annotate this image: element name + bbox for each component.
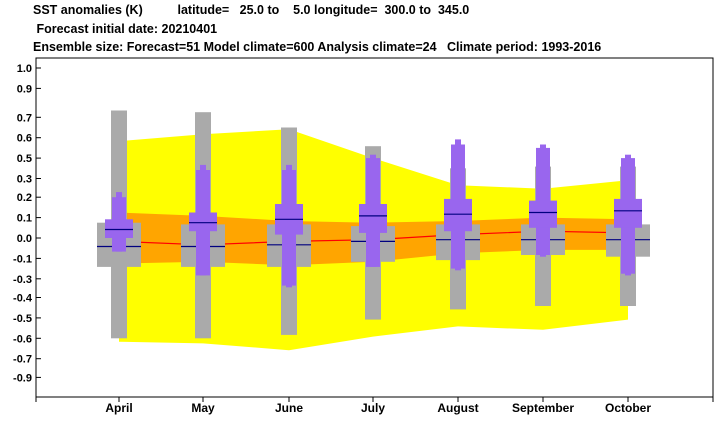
forecast-box: [359, 204, 387, 233]
x-tick-label: October: [605, 401, 651, 415]
forecast-date: Forecast initial date: 20210401: [33, 22, 218, 36]
forecast-box: [444, 198, 472, 232]
ensemble-info: Ensemble size: Forecast=51 Model climate…: [33, 40, 602, 54]
x-tick-label: July: [361, 401, 385, 415]
chart-title: SST anomalies (K) latitude= 25.0 to 5.0 …: [33, 3, 470, 17]
y-tick-label: 0.9: [17, 83, 32, 95]
y-tick-label: 1.0: [17, 63, 32, 75]
y-tick-label: -0.5: [13, 313, 32, 325]
forecast-box: [105, 219, 133, 238]
chart-header: SST anomalies (K) latitude= 25.0 to 5.0 …: [0, 0, 720, 58]
forecast-box: [189, 212, 217, 232]
forecast-box: [614, 198, 642, 228]
plot-frame: [35, 57, 714, 398]
forecast-box: [529, 200, 557, 228]
y-tick-label: -0.7: [13, 354, 32, 366]
y-tick-label: 0.1: [17, 213, 32, 225]
x-tick-label: June: [275, 401, 303, 415]
x-tick-label: August: [437, 401, 478, 415]
y-tick-label: -0.3: [13, 274, 32, 286]
x-tick-label: May: [191, 401, 215, 415]
y-tick-label: 0.2: [17, 192, 32, 204]
y-tick-label: -0.1: [13, 253, 32, 265]
y-tick-label: -0.6: [13, 333, 32, 345]
y-tick-label: 0.0: [17, 233, 32, 245]
y-tick-label: -0.9: [13, 372, 32, 384]
y-tick-label: -0.4: [13, 293, 33, 305]
y-tick-label: 0.6: [17, 133, 32, 145]
y-tick-label: 0.5: [17, 153, 32, 165]
y-tick-label: 0.7: [17, 112, 32, 124]
x-tick-label: September: [512, 401, 574, 415]
x-tick-label: April: [105, 401, 132, 415]
y-tick-label: 0.3: [17, 174, 32, 186]
